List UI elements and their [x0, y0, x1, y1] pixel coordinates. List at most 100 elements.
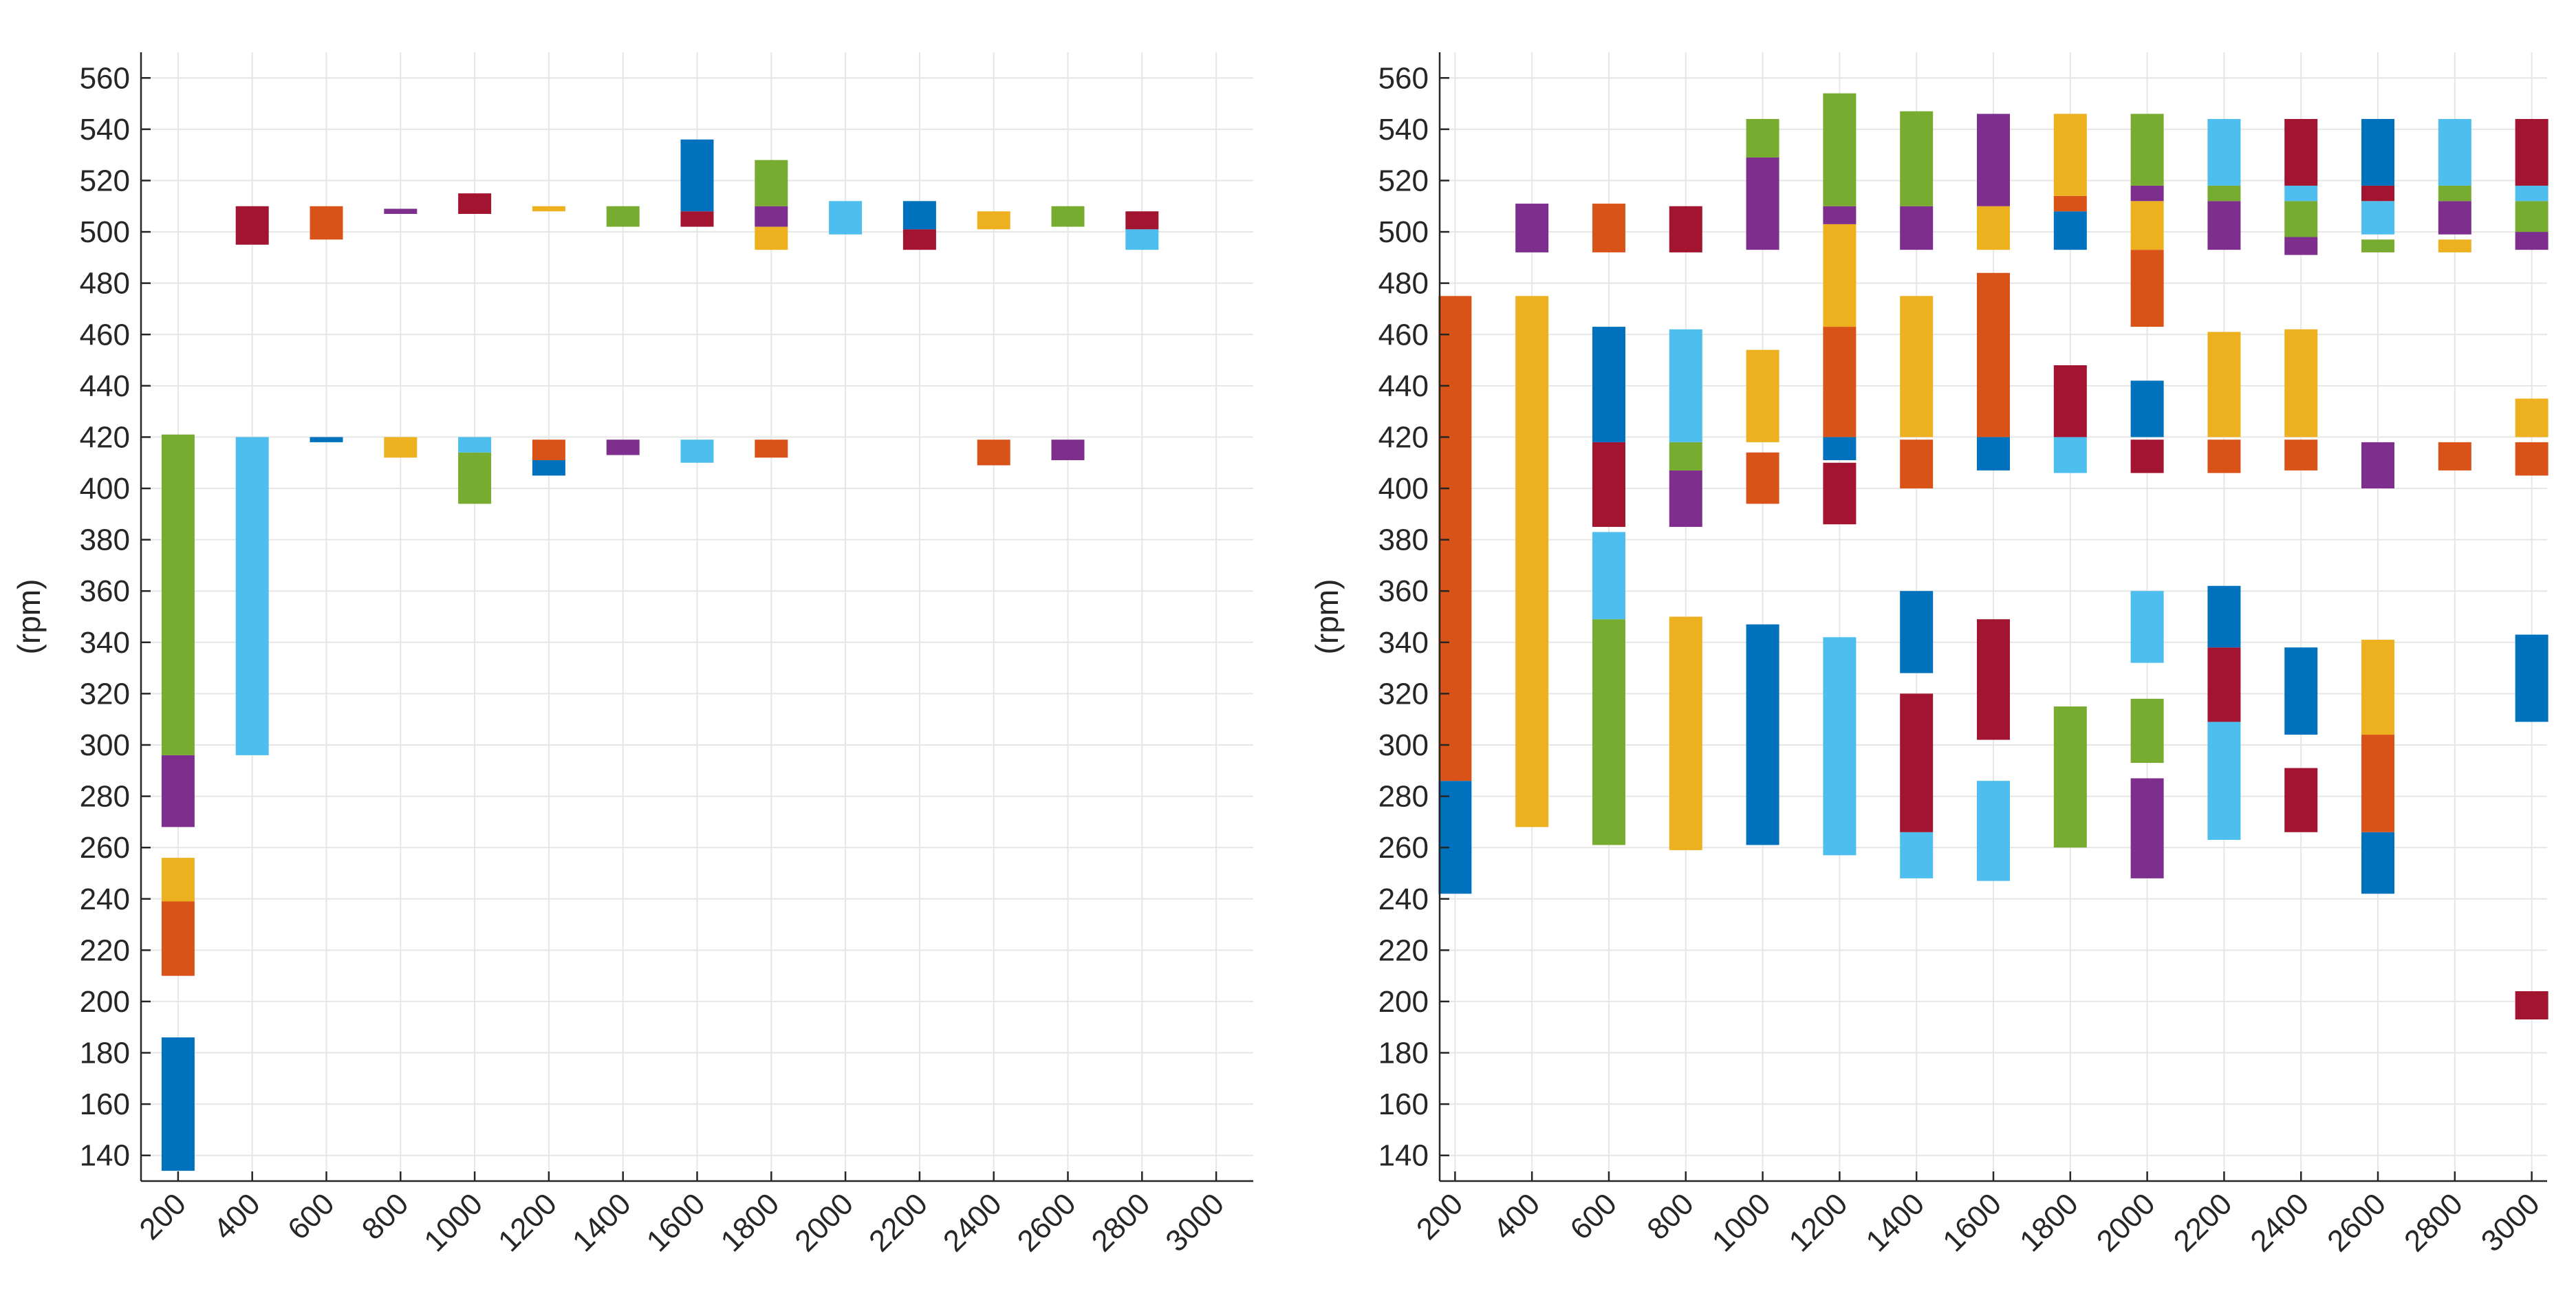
bar-segment-2200-501-512 — [902, 201, 936, 230]
bar-segment-1600-302-349 — [1977, 619, 2010, 740]
bar-segment-1400-266-320 — [1900, 693, 1934, 832]
bar-segment-2200-493-501 — [902, 229, 936, 250]
bar-segment-1600-410-419 — [680, 440, 714, 463]
bar-segment-1000-493-529 — [1746, 157, 1779, 250]
bar-segment-1600-510-546 — [1977, 113, 2010, 206]
y-tick-label-260: 260 — [1378, 831, 1429, 865]
bar-segment-2000-493-512 — [2130, 201, 2164, 250]
bar-segment-1200-411-420 — [1823, 437, 1857, 460]
bar-segment-800-418-462 — [1669, 329, 1702, 442]
bar-segment-2000-463-493 — [2130, 250, 2164, 327]
bar-segment-1800-260-315 — [2053, 706, 2087, 848]
bar-segment-600-492-511 — [1592, 204, 1625, 252]
bar-segment-1000-418-454 — [1746, 349, 1779, 442]
bar-segment-200-242-286 — [1438, 781, 1472, 894]
bar-segment-400-495-510 — [235, 206, 269, 245]
bar-segment-1800-502-510 — [755, 206, 788, 227]
bar-segment-3000-420-435 — [2515, 398, 2548, 437]
y-tick-label-280: 280 — [1378, 780, 1429, 814]
bar-segment-400-296-420 — [235, 437, 269, 755]
bar-segment-3000-518-544 — [2515, 118, 2548, 186]
bar-segment-2400-501-508 — [977, 211, 1010, 230]
y-tick-label-160: 160 — [80, 1088, 130, 1121]
y-axis-title: (rpm) — [1309, 579, 1345, 655]
bar-segment-200-286-475 — [1438, 296, 1472, 781]
bar-segment-600-497-510 — [310, 206, 343, 240]
bar-segment-2800-493-501 — [1125, 229, 1159, 250]
bar-segment-800-385-407 — [1669, 470, 1702, 527]
bar-segment-600-418-463 — [1592, 327, 1625, 442]
bar-segment-2400-266-291 — [2284, 768, 2318, 832]
bar-segment-1600-420-484 — [1977, 272, 2010, 437]
y-tick-label-360: 360 — [1378, 574, 1429, 608]
bar-segment-800-407-418 — [1669, 442, 1702, 470]
bar-segment-2600-502-510 — [1051, 206, 1085, 227]
bar-segment-2600-242-266 — [2361, 832, 2395, 894]
y-tick-label-180: 180 — [80, 1037, 130, 1070]
y-tick-label-560: 560 — [80, 61, 130, 95]
bar-segment-600-418-420 — [310, 437, 343, 442]
bar-segment-1000-507-515 — [458, 193, 492, 214]
y-tick-label-420: 420 — [1378, 420, 1429, 454]
bar-segment-2000-499-512 — [829, 201, 863, 235]
bar-segment-1200-510-554 — [1823, 93, 1857, 206]
y-tick-label-380: 380 — [80, 523, 130, 557]
bar-segment-3000-405-418 — [2515, 442, 2548, 476]
bar-segment-2400-498-512 — [2284, 201, 2318, 237]
y-tick-label-280: 280 — [80, 780, 130, 814]
bar-segment-1800-493-508 — [2053, 211, 2087, 250]
y-tick-label-340: 340 — [80, 626, 130, 660]
bar-segment-2000-248-287 — [2130, 778, 2164, 878]
bar-segment-2600-266-304 — [2361, 735, 2395, 832]
bar-segment-2600-492-497 — [2361, 239, 2395, 252]
y-tick-label-220: 220 — [80, 933, 130, 967]
bar-segment-1600-407-420 — [1977, 437, 2010, 470]
bar-segment-3000-493-500 — [2515, 232, 2548, 250]
bar-segment-1800-508-514 — [2053, 195, 2087, 212]
y-tick-label-360: 360 — [80, 574, 130, 608]
bar-segment-2000-512-518 — [2130, 185, 2164, 202]
bar-segment-1200-503-510 — [1823, 206, 1857, 224]
bar-segment-1200-508-510 — [532, 206, 565, 212]
bar-segment-1000-414-420 — [458, 437, 492, 453]
y-tick-label-260: 260 — [80, 831, 130, 865]
bar-segment-2800-518-544 — [2438, 118, 2471, 186]
bar-segment-2200-512-518 — [2207, 185, 2241, 202]
bar-segment-3000-512-518 — [2515, 185, 2548, 202]
bar-segment-2200-493-512 — [2207, 201, 2241, 250]
y-tick-label-300: 300 — [80, 728, 130, 762]
bar-segment-1400-413-419 — [606, 440, 640, 455]
bar-segment-1400-510-547 — [1900, 111, 1934, 206]
bar-segment-2000-406-419 — [2130, 440, 2164, 473]
bar-segment-800-412-420 — [384, 437, 418, 458]
bar-segment-2600-518-544 — [2361, 118, 2395, 186]
bar-segment-2400-518-544 — [2284, 118, 2318, 186]
bar-segment-1200-257-342 — [1823, 637, 1857, 856]
y-tick-label-320: 320 — [1378, 677, 1429, 711]
bar-segment-600-261-349 — [1592, 619, 1625, 845]
bar-segment-2000-332-360 — [2130, 591, 2164, 663]
bar-segment-2200-309-338 — [2207, 647, 2241, 722]
bar-segment-2800-407-418 — [2438, 442, 2471, 470]
y-axis-title: (rpm) — [11, 579, 47, 655]
bar-segment-1200-405-411 — [532, 459, 565, 476]
bar-segment-2000-420-442 — [2130, 380, 2164, 437]
bar-segment-1800-493-502 — [755, 226, 788, 250]
bar-segment-1400-502-510 — [606, 206, 640, 227]
bar-segment-1000-394-414 — [1746, 452, 1779, 504]
bar-segment-800-492-510 — [1669, 206, 1702, 252]
bar-segment-1200-411-419 — [532, 440, 565, 460]
y-tick-label-240: 240 — [80, 883, 130, 916]
bar-segment-2800-499-512 — [2438, 201, 2471, 235]
y-tick-label-500: 500 — [80, 215, 130, 249]
y-tick-label-440: 440 — [80, 369, 130, 403]
y-tick-label-520: 520 — [80, 164, 130, 197]
bar-segment-200-296-421 — [161, 434, 195, 755]
y-tick-label-300: 300 — [1378, 728, 1429, 762]
bar-segment-200-210-239 — [161, 901, 195, 976]
bar-segment-2800-512-518 — [2438, 185, 2471, 202]
y-tick-label-540: 540 — [80, 113, 130, 147]
bar-segment-1000-394-414 — [458, 452, 492, 504]
y-tick-label-440: 440 — [1378, 369, 1429, 403]
